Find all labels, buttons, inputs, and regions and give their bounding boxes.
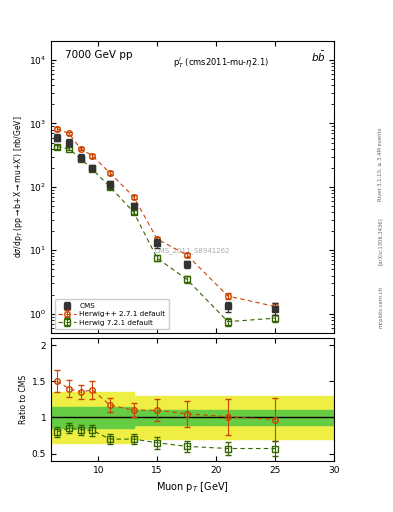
Text: p$^l_T$ (cms2011-mu-$\eta$2.1): p$^l_T$ (cms2011-mu-$\eta$2.1) [173, 56, 269, 71]
Legend: CMS, Herwig++ 2.7.1 default, Herwig 7.2.1 default: CMS, Herwig++ 2.7.1 default, Herwig 7.2.… [55, 300, 169, 329]
X-axis label: Muon p$_T$ [GeV]: Muon p$_T$ [GeV] [156, 480, 229, 494]
Text: 7000 GeV pp: 7000 GeV pp [65, 50, 133, 60]
Y-axis label: Ratio to CMS: Ratio to CMS [19, 375, 28, 424]
Text: Rivet 3.1.10, ≥ 3.4M events: Rivet 3.1.10, ≥ 3.4M events [378, 127, 383, 201]
Text: mcplots.cern.ch: mcplots.cern.ch [378, 286, 383, 328]
Text: [arXiv:1306.3436]: [arXiv:1306.3436] [378, 217, 383, 265]
Text: CMS_2011_S8941262: CMS_2011_S8941262 [155, 248, 230, 254]
Y-axis label: d$\sigma$/dp$_T$ (pp$\rightarrow$b+X$\rightarrow$mu+X') [nb/GeV]: d$\sigma$/dp$_T$ (pp$\rightarrow$b+X$\ri… [12, 116, 25, 258]
Text: b$\bar{b}$: b$\bar{b}$ [311, 50, 325, 64]
